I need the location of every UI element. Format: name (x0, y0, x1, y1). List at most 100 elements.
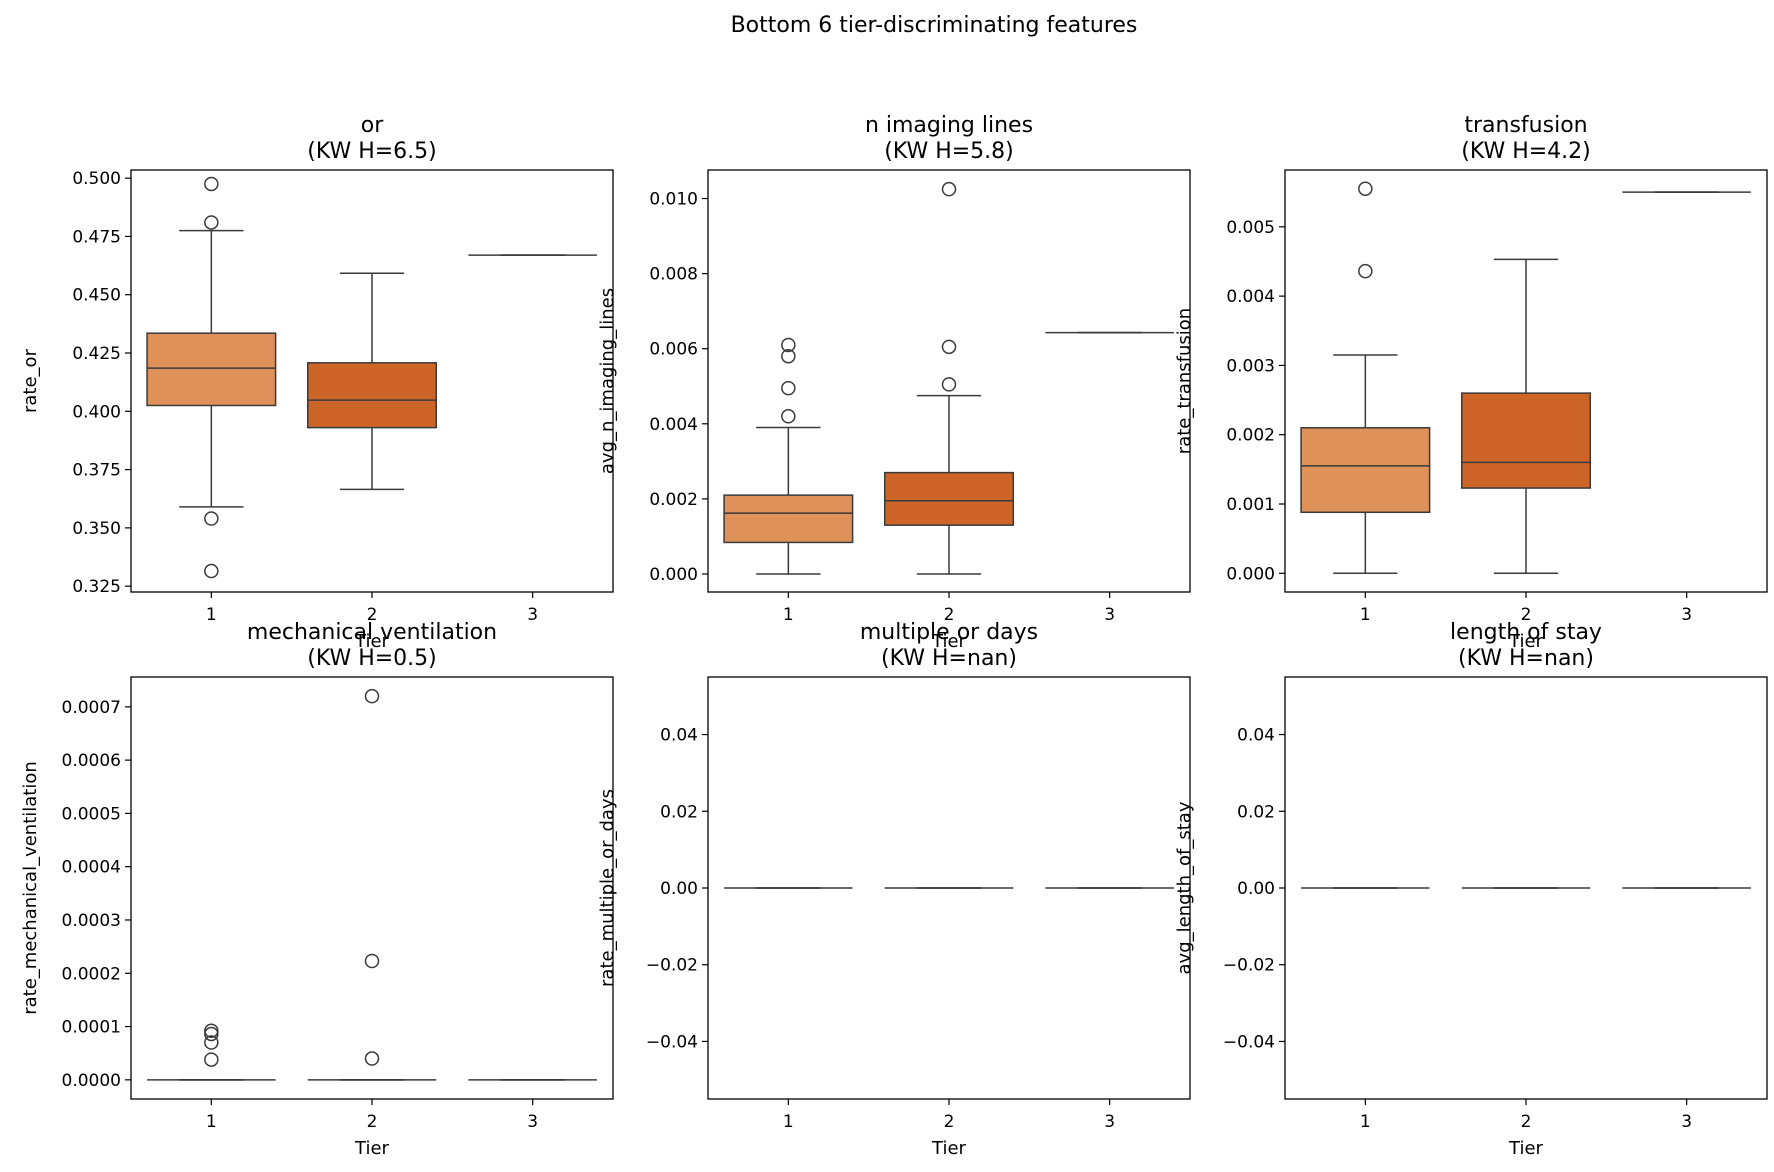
y-axis-label: rate_or (20, 348, 41, 413)
y-axis-label: rate_mechanical_ventilation (20, 761, 41, 1015)
outlier-point (364, 688, 380, 704)
x-axis-label: Tier (931, 1138, 967, 1159)
y-tick-label: 0.450 (72, 286, 121, 306)
outlier-point (204, 563, 219, 579)
x-tick-label: 3 (527, 605, 538, 625)
y-tick-label: 0.375 (72, 461, 121, 481)
outlier-point (364, 953, 380, 969)
x-tick-label: 1 (206, 1112, 217, 1132)
box-tier-2 (306, 272, 438, 491)
box-body (723, 494, 854, 544)
outlier-point (204, 511, 219, 526)
box-body (1460, 392, 1592, 489)
y-tick-label: 0.0005 (62, 804, 121, 824)
y-tick-label: 0.004 (649, 415, 698, 435)
y-tick-label: 0.00 (1237, 879, 1275, 899)
subplot-4: 0.0000 0.0001 0.0002 0.0003 0.0004 0.0005 0.00… (20, 620, 614, 1159)
x-tick-label: 1 (206, 605, 217, 625)
y-tick-label: 0.500 (72, 169, 121, 189)
box-body (883, 471, 1015, 526)
box-body (146, 332, 277, 407)
subplot-2: 0.000 0.002 0.004 0.006 0.008 0.010 1 2 3 Tier avg… (597, 113, 1191, 652)
x-tick-label: 3 (1681, 605, 1692, 625)
y-tick-label: 0.006 (649, 340, 698, 360)
y-axis-label: avg_length_of_stay (1174, 801, 1195, 974)
y-tick-label: 0.004 (1226, 287, 1275, 307)
y-tick-label: 0.04 (660, 726, 698, 746)
y-tick-label: 0.475 (72, 227, 121, 247)
x-tick-label: 2 (1521, 605, 1532, 625)
outlier-point (941, 181, 957, 197)
subplot-subtitle: (KW H=4.2) (1461, 139, 1591, 164)
outlier-point (204, 1035, 219, 1050)
x-tick-label: 3 (1104, 1112, 1115, 1132)
y-tick-label: 0.010 (649, 190, 698, 210)
box-tier-2 (307, 688, 437, 1081)
y-tick-label: 0.0003 (62, 911, 121, 931)
x-axis-label: Tier (1508, 1138, 1544, 1159)
subplot-subtitle: (KW H=nan) (881, 646, 1017, 671)
y-tick-label: 0.400 (72, 402, 121, 422)
outlier-point (204, 215, 219, 230)
subplot-title: or (361, 113, 384, 138)
x-tick-label: 2 (1521, 1112, 1532, 1132)
y-tick-label: 0.0007 (62, 698, 121, 718)
y-tick-label: 0.325 (72, 577, 121, 597)
box-tier-2 (883, 181, 1015, 575)
subplot-1: 0.325 0.350 0.375 0.400 0.425 0.450 0.475 0.500… (20, 113, 614, 652)
y-axis-label: rate_transfusion (1174, 308, 1195, 454)
subplot-3: 0.000 0.001 0.002 0.003 0.004 0.005 1 2 3 Tier rat… (1174, 113, 1768, 652)
y-tick-label: 0.0006 (62, 751, 121, 771)
y-tick-label: −0.02 (1223, 956, 1275, 976)
y-axis-label: avg_n_imaging_lines (597, 288, 618, 474)
subplot-subtitle: (KW H=5.8) (884, 139, 1014, 164)
outlier-point (781, 348, 796, 364)
y-tick-label: 0.003 (1226, 356, 1275, 376)
x-tick-label: 2 (944, 605, 955, 625)
box-tier-1 (1300, 181, 1431, 575)
y-tick-label: 0.0004 (62, 858, 121, 878)
subplot-subtitle: (KW H=0.5) (307, 646, 437, 671)
y-tick-label: 0.0002 (62, 964, 121, 984)
y-tick-label: 0.002 (649, 490, 698, 510)
y-tick-label: 0.04 (1237, 726, 1275, 746)
x-axis-label: Tier (354, 631, 390, 652)
box-body (306, 362, 438, 429)
y-tick-label: 0.008 (649, 265, 698, 285)
x-tick-label: 1 (1360, 605, 1371, 625)
y-tick-label: −0.04 (646, 1032, 698, 1052)
y-tick-label: 0.0000 (62, 1071, 121, 1091)
x-tick-label: 1 (1360, 1112, 1371, 1132)
y-tick-label: 0.00 (660, 879, 698, 899)
y-tick-label: −0.02 (646, 956, 698, 976)
outlier-point (941, 377, 957, 392)
x-axis-label: Tier (354, 1138, 390, 1159)
subplot-5: −0.04 −0.02 0.00 0.02 0.04 1 2 3 Tier rate_multip… (597, 620, 1191, 1159)
y-tick-label: 0.005 (1226, 218, 1275, 238)
x-tick-label: 3 (1104, 605, 1115, 625)
y-tick-label: 0.02 (1237, 802, 1275, 822)
subplot-grid: 0.325 0.350 0.375 0.400 0.425 0.450 0.475 0.500… (20, 113, 1768, 1159)
box-tier-1 (147, 1023, 276, 1081)
x-tick-label: 1 (783, 605, 794, 625)
y-tick-label: 0.425 (72, 344, 121, 364)
outlier-point (1358, 263, 1373, 279)
x-tick-label: 3 (1681, 1112, 1692, 1132)
subplot-title: n imaging lines (865, 113, 1033, 138)
y-tick-label: 0.0001 (62, 1018, 121, 1038)
y-tick-label: 0.000 (1226, 564, 1275, 584)
subplot-title: transfusion (1464, 113, 1587, 138)
x-axis-label: Tier (931, 631, 967, 652)
y-tick-label: 0.350 (72, 519, 121, 539)
figure-suptitle: Bottom 6 tier-discriminating features (731, 13, 1138, 38)
outlier-point (941, 339, 957, 355)
subplot-title: mechanical ventilation (247, 620, 497, 645)
outlier-point (204, 1052, 219, 1067)
outlier-point (781, 409, 796, 424)
outlier-point (781, 337, 796, 353)
x-tick-label: 3 (527, 1112, 538, 1132)
y-tick-label: 0.02 (660, 802, 698, 822)
box-tier-1 (723, 337, 854, 575)
subplot-title: length of stay (1450, 620, 1602, 645)
